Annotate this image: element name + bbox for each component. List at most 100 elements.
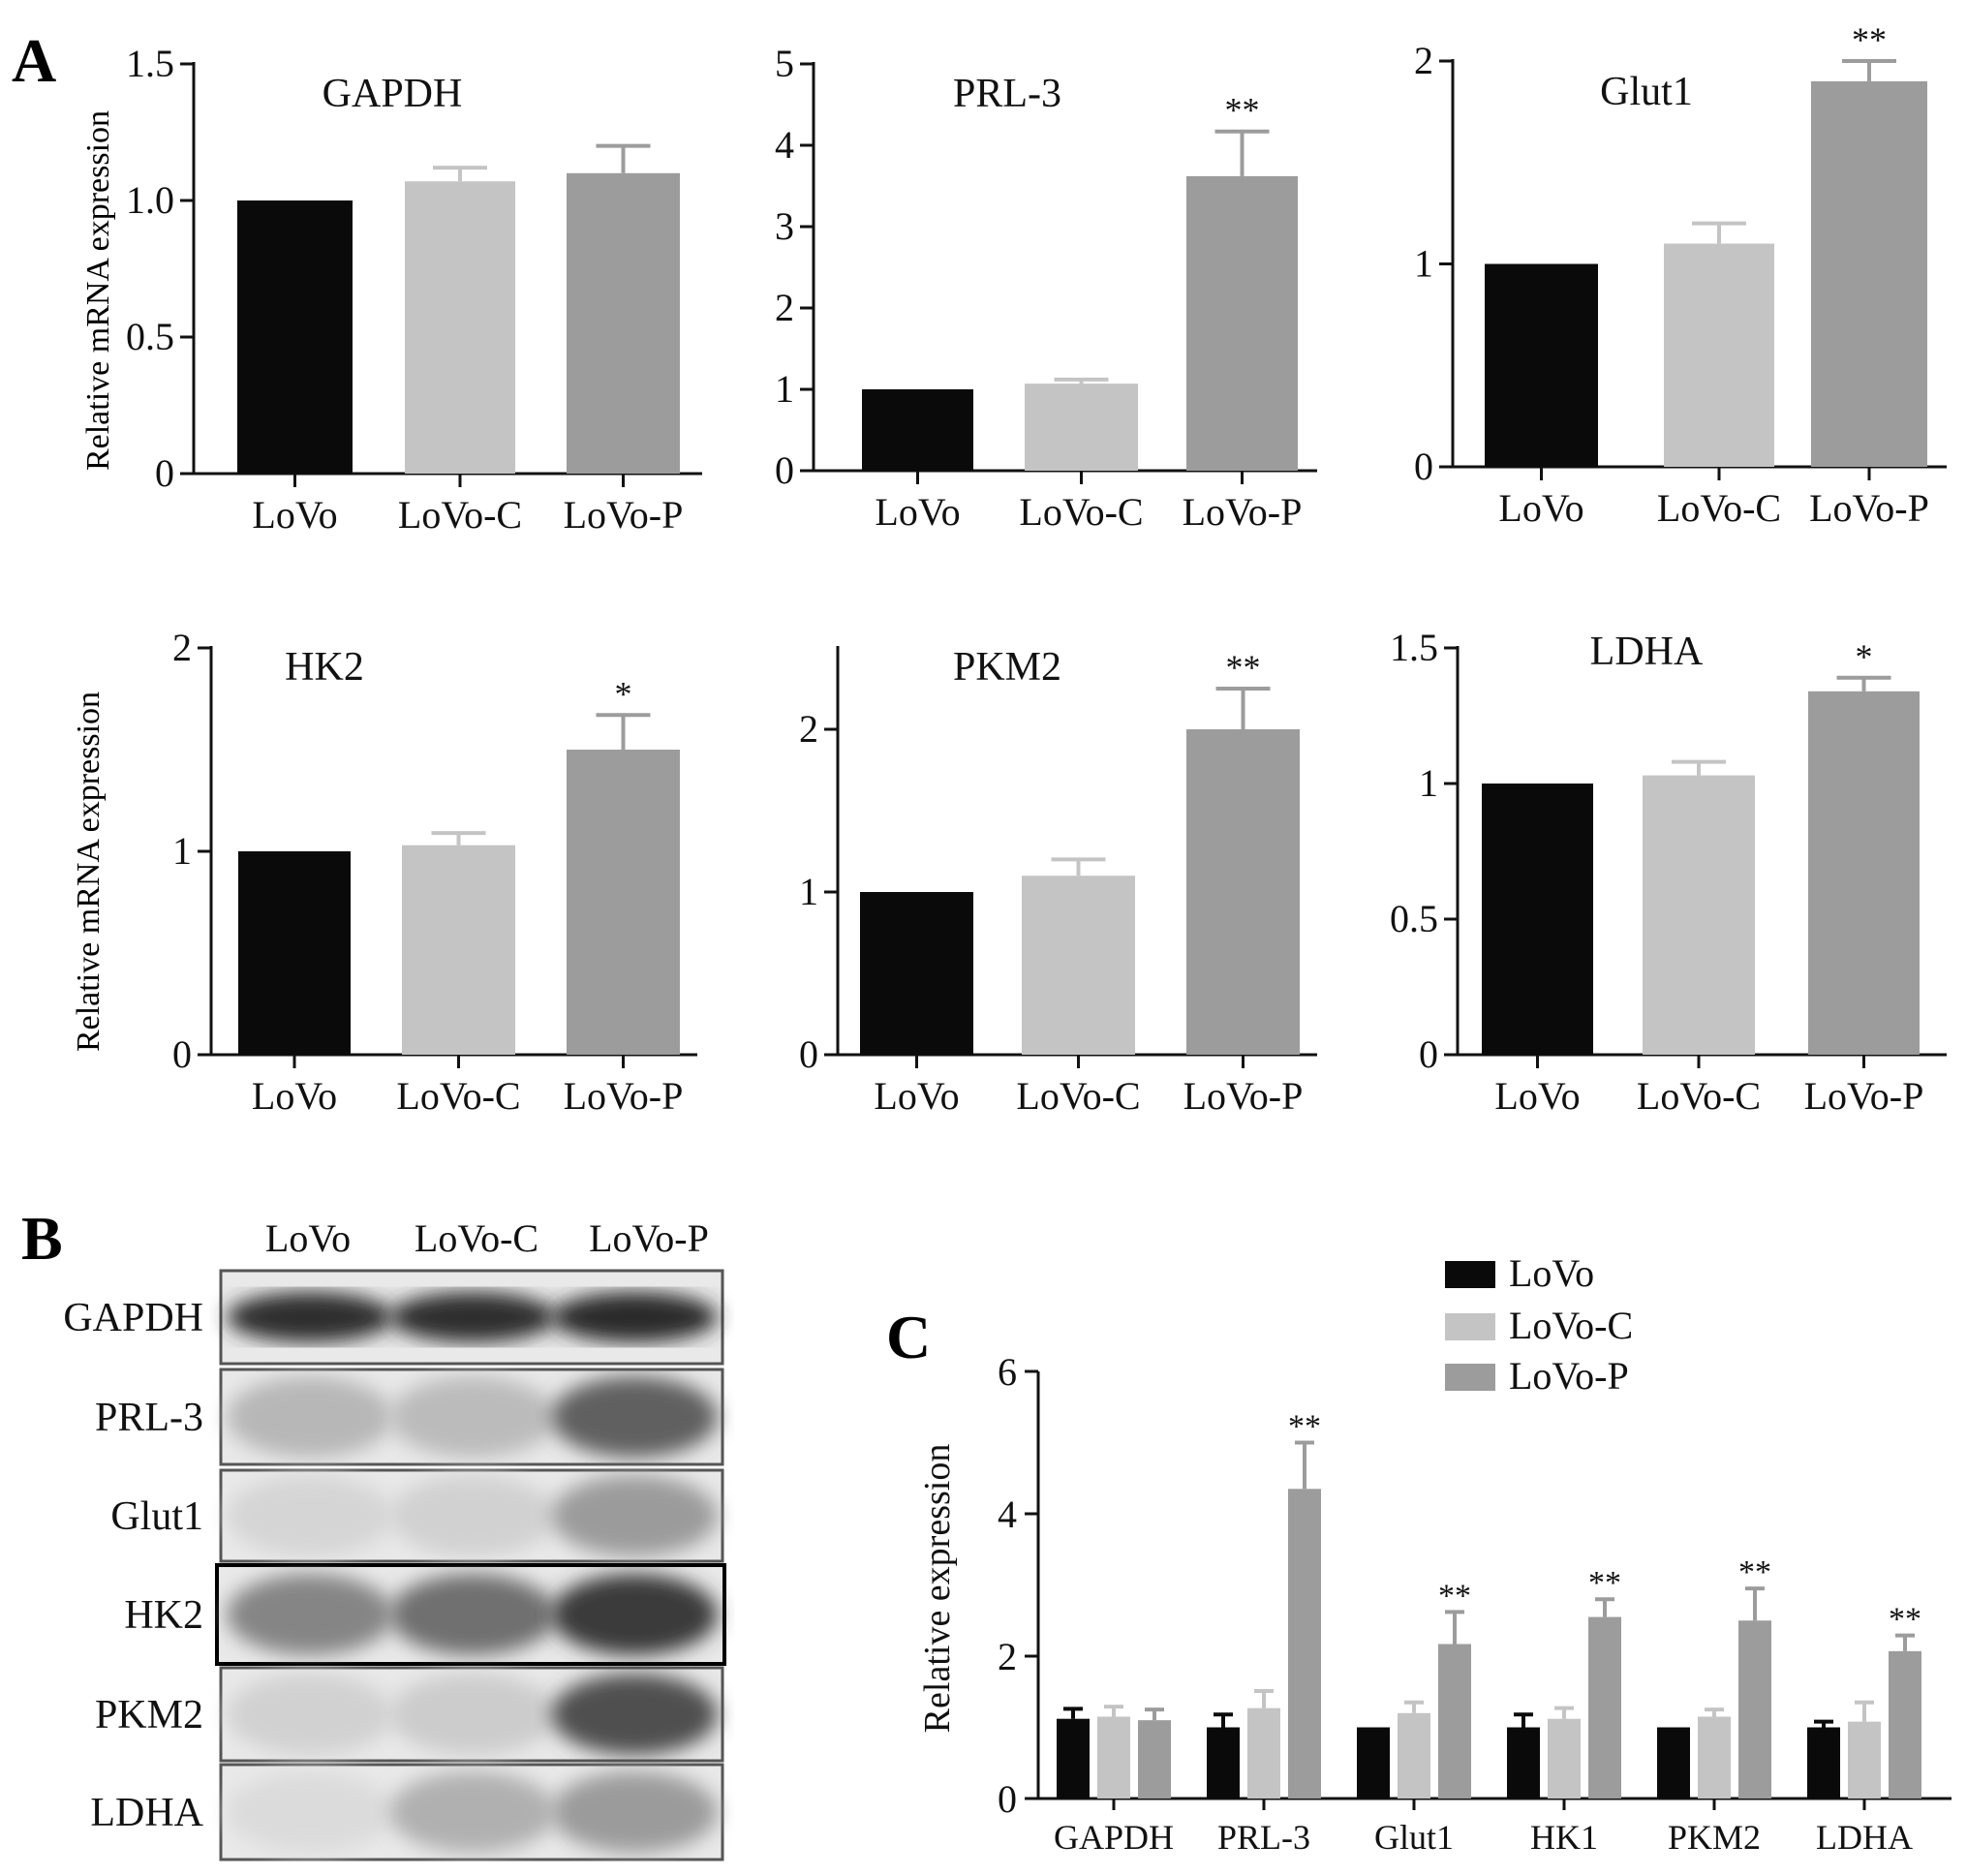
bar-pkm2-lovo — [1657, 1727, 1690, 1799]
blot-protein-label-glut1: Glut1 — [110, 1494, 203, 1539]
significance-marker: ** — [1225, 91, 1260, 130]
western-blot: LoVo LoVo-C LoVo-P GAPDH PRL-3 Glut1 HK2 PKM2 LD… — [63, 1216, 726, 1861]
blot-lane-label-lovo-c: LoVo-C — [415, 1216, 538, 1260]
significance-marker: ** — [1288, 1409, 1321, 1445]
blot-band-gapdh-lovo-c — [389, 1292, 556, 1342]
y-tick-label: 4 — [775, 123, 794, 167]
chart-prl3-mrna: PRL-3 0 1 2 3 4 5 LoVo LoVo-C LoVo-P ** — [775, 42, 1317, 534]
chart-title: Glut1 — [1600, 70, 1693, 114]
bar-glut1-lovo-p — [1438, 1644, 1471, 1799]
x-tick-label-lovo-c: LoVo-C — [1016, 1074, 1140, 1118]
y-tick-label: 1 — [1414, 242, 1433, 286]
y-tick-label: 3 — [775, 204, 794, 248]
bar-lovo-p — [1186, 175, 1298, 472]
blot-band-ldha-lovo-c — [389, 1771, 556, 1853]
y-tick-label: 1.0 — [126, 178, 174, 222]
y-tick-label: 0 — [998, 1777, 1017, 1821]
y-tick-label: 6 — [998, 1350, 1017, 1394]
bar-lovo-p — [567, 172, 680, 475]
blot-band-pkm2-lovo-p — [551, 1674, 718, 1755]
significance-marker: * — [615, 674, 632, 713]
y-tick-label: 1 — [1419, 761, 1438, 805]
panel-label-a: A — [12, 26, 56, 95]
x-tick-label-pkm2: PKM2 — [1668, 1818, 1761, 1857]
x-tick-label-lovo-p: LoVo-P — [1183, 490, 1303, 534]
blot-protein-label-hk2: HK2 — [124, 1593, 203, 1638]
blot-protein-label-prl-3: PRL-3 — [95, 1396, 203, 1440]
y-tick-label: 0 — [1414, 445, 1433, 488]
x-tick-label-lovo-p: LoVo-P — [1183, 1074, 1304, 1118]
y-tick-label: 1 — [172, 829, 192, 873]
legend-swatch-lovo-c — [1445, 1313, 1495, 1340]
y-tick-label: 0 — [1419, 1032, 1438, 1076]
blot-band-pkm2-lovo — [227, 1674, 393, 1755]
legend-swatch-lovo — [1445, 1261, 1495, 1288]
y-axis-label: Relative expression — [917, 1444, 958, 1734]
chart-title: HK2 — [285, 645, 364, 690]
legend-label-lovo: LoVo — [1509, 1251, 1594, 1295]
chart-ldha-mrna: LDHA 0 0.5 1 1.5 LoVo LoVo-C LoVo-P * — [1390, 626, 1947, 1118]
legend-label-lovo-p: LoVo-P — [1509, 1354, 1629, 1398]
panel-label-c: C — [886, 1303, 931, 1371]
x-tick-label-lovo: LoVo — [1498, 486, 1583, 530]
x-tick-label-lovo-c: LoVo-C — [398, 493, 522, 537]
x-tick-label-lovo: LoVo — [875, 490, 960, 534]
significance-marker: ** — [1738, 1554, 1771, 1590]
bar-lovo-c — [405, 181, 515, 474]
blot-band-glut1-lovo — [227, 1475, 393, 1556]
y-tick-label: 1.5 — [126, 42, 174, 85]
y-tick-label: 5 — [775, 42, 794, 85]
bar-lovo-c — [402, 845, 515, 1055]
bar-lovo-p — [567, 750, 680, 1055]
bar-lovo-c — [1022, 876, 1135, 1055]
blot-lane-label-lovo: LoVo — [265, 1216, 351, 1260]
bar-lovo-p — [1186, 729, 1300, 1055]
bar-hk1-lovo-p — [1588, 1616, 1621, 1799]
legend-swatch-lovo-p — [1445, 1364, 1495, 1391]
bar-prl-3-lovo-p — [1288, 1489, 1321, 1799]
bar-pkm2-lovo-c — [1698, 1716, 1731, 1799]
bar-prl-3-lovo-c — [1247, 1707, 1280, 1799]
panel-a-row1-ylabel: Relative mRNA expression — [80, 110, 116, 471]
significance-marker: ** — [1889, 1602, 1921, 1638]
bar-lovo — [862, 389, 973, 471]
bar-glut1-lovo-c — [1398, 1712, 1430, 1799]
bar-lovo-c — [1643, 775, 1755, 1055]
bar-lovo-p — [1808, 691, 1920, 1055]
blot-protein-label-pkm2: PKM2 — [95, 1693, 203, 1738]
blot-band-gapdh-lovo-p — [551, 1292, 718, 1342]
blot-protein-label-gapdh: GAPDH — [63, 1296, 203, 1340]
x-tick-label-lovo: LoVo — [1494, 1074, 1580, 1118]
chart-gapdh-mrna: GAPDH 0 0.5 1.0 1.5 LoVo LoVo-C LoVo-P — [126, 42, 702, 537]
y-tick-label: 0 — [799, 1032, 818, 1076]
y-tick-label: 2 — [172, 626, 192, 669]
blot-band-prl-3-lovo-p — [551, 1376, 718, 1458]
bar-ldha-lovo-p — [1889, 1650, 1921, 1799]
bar-lovo — [238, 851, 351, 1055]
bar-lovo — [860, 892, 973, 1055]
bar-gapdh-lovo-c — [1097, 1716, 1130, 1799]
x-tick-label-lovo-p: LoVo-P — [1804, 1074, 1924, 1118]
x-tick-label-ldha: LDHA — [1816, 1818, 1913, 1857]
y-tick-label: 1.5 — [1390, 626, 1438, 669]
chart-title: LDHA — [1590, 630, 1704, 674]
y-tick-label: 0 — [172, 1032, 192, 1076]
significance-marker: ** — [1226, 648, 1261, 687]
blot-band-glut1-lovo-p — [551, 1475, 718, 1556]
significance-marker: * — [1856, 637, 1873, 676]
y-tick-label: 1 — [775, 367, 794, 411]
blot-band-pkm2-lovo-c — [389, 1674, 556, 1755]
x-tick-label-gapdh: GAPDH — [1054, 1818, 1174, 1857]
y-tick-label: 2 — [998, 1635, 1017, 1678]
blot-band-glut1-lovo-c — [389, 1475, 556, 1556]
y-tick-label: 0 — [775, 448, 794, 492]
x-tick-label-lovo-p: LoVo-P — [564, 493, 684, 537]
x-tick-label-lovo: LoVo — [874, 1074, 959, 1118]
blot-protein-label-ldha: LDHA — [90, 1791, 203, 1835]
bar-lovo-c — [1025, 384, 1138, 471]
bar-ldha-lovo — [1807, 1727, 1840, 1799]
bar-lovo — [1485, 263, 1598, 467]
x-tick-label-lovo-c: LoVo-C — [1019, 490, 1143, 534]
x-tick-label-glut1: Glut1 — [1374, 1818, 1454, 1857]
